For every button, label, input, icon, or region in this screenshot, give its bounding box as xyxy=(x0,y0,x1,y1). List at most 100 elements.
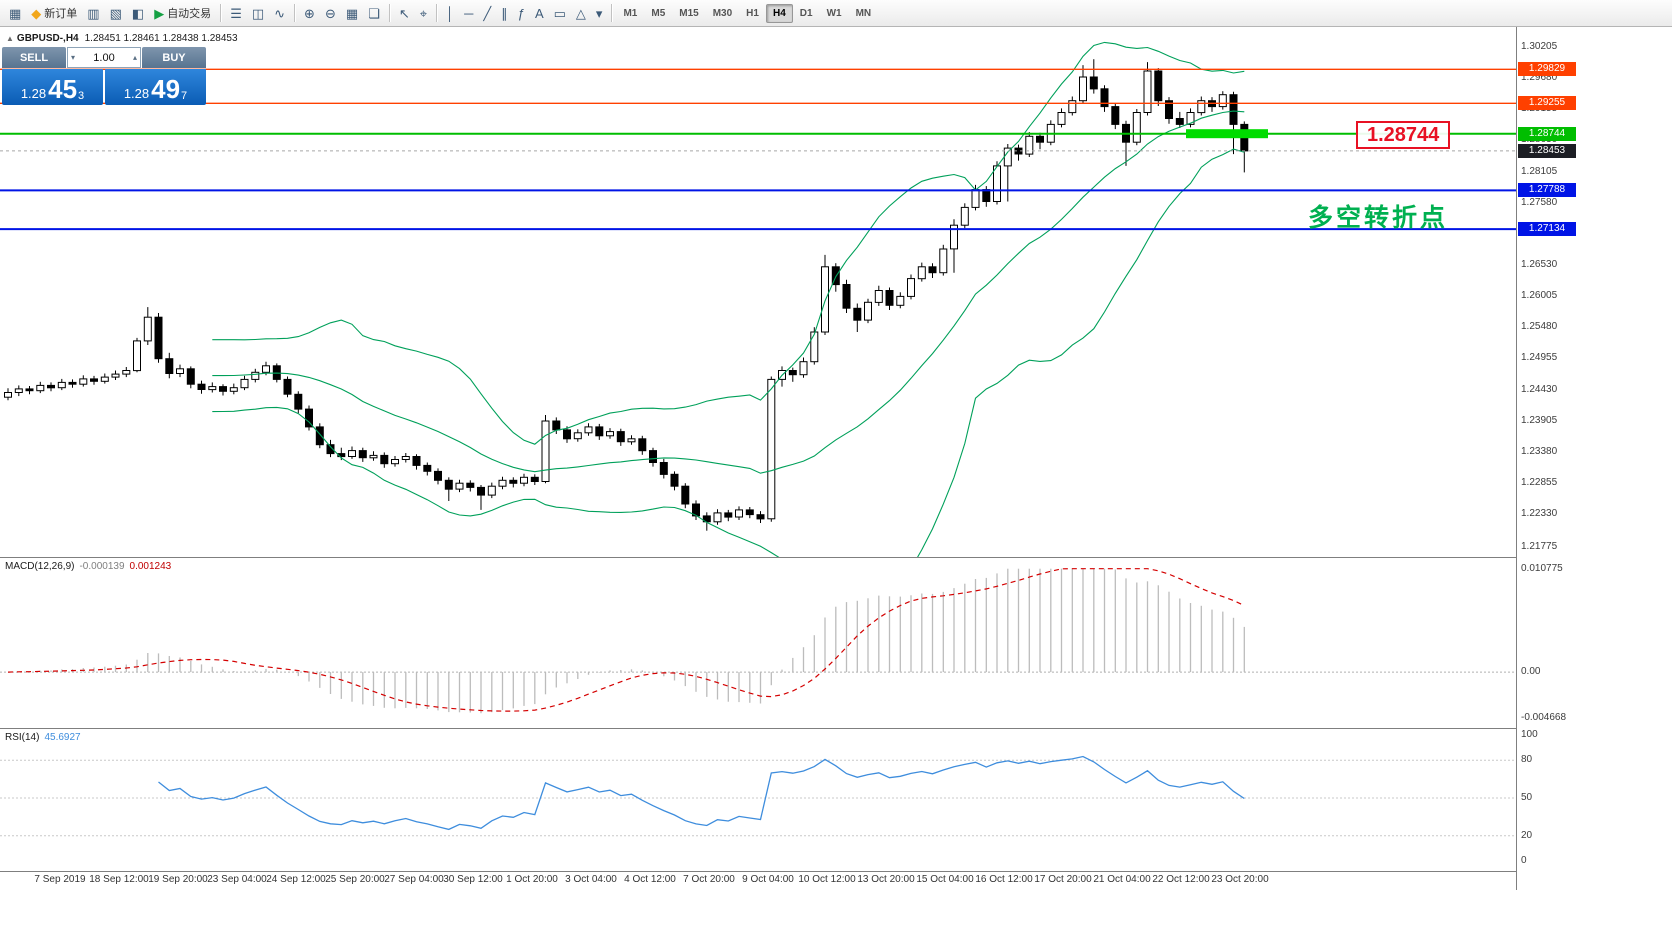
market-watch-icon: ◧ xyxy=(131,5,145,21)
price-tick-label: 1.27580 xyxy=(1521,196,1558,208)
sell-price-panel[interactable]: 1.28 45 3 xyxy=(2,69,103,105)
time-axis[interactable]: 7 Sep 2019 18 Sep 12:00 19 Sep 20:00 23 Sep… xyxy=(0,872,1516,889)
rsi-label: RSI(14) 45.6927 xyxy=(5,732,81,743)
text-button[interactable]: A xyxy=(530,1,549,25)
price-tick-label: 1.30205 xyxy=(1521,41,1558,52)
equidistant-channel-button[interactable]: ∥ xyxy=(496,1,513,25)
zoom-in-button[interactable]: ⊕ xyxy=(299,1,320,25)
shapes-dropdown-button[interactable]: ▾ xyxy=(591,1,608,25)
auto-trading-button[interactable]: ▶ 自动交易 xyxy=(149,1,216,25)
time-tick-label: 1 Oct 20:00 xyxy=(506,874,558,885)
tf-m30-button[interactable]: M30 xyxy=(706,4,739,23)
time-tick-label: 10 Oct 12:00 xyxy=(798,874,856,885)
zoom-in-icon: ⊕ xyxy=(304,5,315,21)
time-tick-label: 24 Sep 12:00 xyxy=(266,874,326,885)
trendline-icon: ╱ xyxy=(483,5,492,21)
rsi-title: RSI(14) xyxy=(5,732,40,743)
fibonacci-button[interactable]: ƒ xyxy=(513,1,530,25)
horizontal-line-icon: ─ xyxy=(464,5,474,21)
tf-d1-button[interactable]: D1 xyxy=(793,4,820,23)
volume-field[interactable]: ▾ 1.00 ▴ xyxy=(67,47,141,68)
line-chart-button[interactable]: ∿ xyxy=(269,1,290,25)
arrow-label-button[interactable]: ▭ xyxy=(549,1,571,25)
toolbar: ▦ ◆ 新订单 ▥ ▧ ◧ ▶ 自动交易 ☰ ◫ ∿ ⊕ ⊖ ▦ ❏ ↖ ⌖ │ ─ ╱ ∥ ƒ A ▭ △ ▾ M1 M5 M15 M3… xyxy=(0,0,1672,27)
time-tick-label: 4 Oct 12:00 xyxy=(624,874,676,885)
tf-h4-button[interactable]: H4 xyxy=(765,3,793,23)
crosshair-button[interactable]: ⌖ xyxy=(415,1,432,25)
new-order-button[interactable]: ◆ 新订单 xyxy=(26,1,82,25)
zoom-out-button[interactable]: ⊖ xyxy=(320,1,341,25)
time-tick-label: 23 Sep 04:00 xyxy=(207,874,267,885)
price-tick-label: 1.23380 xyxy=(1521,445,1558,457)
volume-decrease-icon[interactable]: ▾ xyxy=(71,53,76,62)
buy-price-panel[interactable]: 1.28 49 7 xyxy=(105,69,206,105)
pane-separator[interactable] xyxy=(0,557,1576,558)
bar-chart-button[interactable]: ☰ xyxy=(225,1,247,25)
shapes-icon: △ xyxy=(575,5,586,21)
rsi-tick-label: 100 xyxy=(1521,729,1538,740)
time-tick-label: 7 Sep 2019 xyxy=(34,874,86,885)
macd-title: MACD(12,26,9) xyxy=(5,561,75,572)
buy-price-prefix: 1.28 xyxy=(123,85,150,101)
tf-m30-label: M30 xyxy=(712,7,733,19)
pane-separator[interactable] xyxy=(0,871,1576,872)
time-tick-label: 13 Oct 20:00 xyxy=(857,874,915,885)
tf-m5-button[interactable]: M5 xyxy=(644,4,672,23)
chart-area[interactable]: ▲ GBPUSD-,H4 1.28451 1.28461 1.28438 1.284… xyxy=(0,27,1672,949)
tf-w1-button[interactable]: W1 xyxy=(820,4,849,23)
volume-increase-icon[interactable]: ▴ xyxy=(132,53,137,62)
buy-price-big: 49 xyxy=(151,74,181,105)
volume-value[interactable]: 1.00 xyxy=(93,51,115,64)
market-watch-button[interactable]: ◧ xyxy=(127,1,149,25)
tile-windows-icon: ❏ xyxy=(368,5,380,21)
tf-w1-label: W1 xyxy=(826,7,842,19)
cursor-button[interactable]: ↖ xyxy=(394,1,415,25)
time-tick-label: 30 Sep 12:00 xyxy=(443,874,503,885)
new-chart-button[interactable]: ▦ xyxy=(4,1,26,25)
sell-button[interactable]: SELL xyxy=(2,47,66,68)
price-chart[interactable] xyxy=(0,27,1516,557)
charts-button[interactable]: ▧ xyxy=(105,1,127,25)
chart-ohlc-readout: ▲ GBPUSD-,H4 1.28451 1.28461 1.28438 1.284… xyxy=(6,33,238,44)
profiles-button[interactable]: ▥ xyxy=(82,1,104,25)
price-tick-label: 1.22855 xyxy=(1521,476,1558,488)
horizontal-line-button[interactable]: ─ xyxy=(459,1,478,25)
trendline-button[interactable]: ╱ xyxy=(478,1,496,25)
price-axis[interactable]: 1.302051.296801.291551.286301.281051.275… xyxy=(1516,27,1579,890)
equidistant-channel-icon: ∥ xyxy=(501,5,508,21)
vertical-line-button[interactable]: │ xyxy=(441,1,459,25)
tf-mn-button[interactable]: MN xyxy=(849,4,879,23)
collapse-arrow-icon[interactable]: ▲ xyxy=(6,34,14,43)
vertical-line-icon: │ xyxy=(446,5,455,21)
zoom-out-icon: ⊖ xyxy=(324,5,336,21)
buy-button[interactable]: BUY xyxy=(142,47,206,68)
toolbar-separator xyxy=(220,4,222,22)
rsi-tick-label: 20 xyxy=(1521,829,1533,841)
price-tag-support-2: 1.27134 xyxy=(1518,222,1576,237)
profiles-icon: ▥ xyxy=(87,5,100,21)
price-tag-current-price: 1.28453 xyxy=(1518,143,1576,158)
time-tick-label: 22 Oct 12:00 xyxy=(1152,874,1210,885)
time-tick-label: 3 Oct 04:00 xyxy=(565,874,617,885)
grid-button[interactable]: ▦ xyxy=(341,1,363,25)
pane-separator[interactable] xyxy=(0,728,1576,729)
line-chart-icon: ∿ xyxy=(274,5,286,21)
tile-windows-button[interactable]: ❏ xyxy=(363,1,385,25)
price-tag-key-level: 1.28744 xyxy=(1518,126,1576,141)
price-tick-label: 1.25480 xyxy=(1521,321,1558,333)
macd-main-value: -0.000139 xyxy=(79,561,125,572)
crosshair-icon: ⌖ xyxy=(419,5,428,21)
arrow-label-icon: ▭ xyxy=(553,5,566,21)
price-tag-resistance-1: 1.29829 xyxy=(1518,62,1576,77)
rsi-chart[interactable] xyxy=(0,729,1516,871)
time-tick-label: 23 Oct 20:00 xyxy=(1211,874,1269,885)
tf-m15-button[interactable]: M15 xyxy=(672,4,705,23)
candlestick-chart-button[interactable]: ◫ xyxy=(247,1,269,25)
bar-chart-icon: ☰ xyxy=(230,5,242,21)
macd-chart[interactable] xyxy=(0,558,1516,728)
shapes-button[interactable]: △ xyxy=(571,1,591,25)
tf-h1-button[interactable]: H1 xyxy=(739,4,766,23)
price-tick-label: 1.21775 xyxy=(1521,541,1558,552)
tf-m1-button[interactable]: M1 xyxy=(616,4,644,23)
rsi-value: 45.6927 xyxy=(44,732,81,743)
